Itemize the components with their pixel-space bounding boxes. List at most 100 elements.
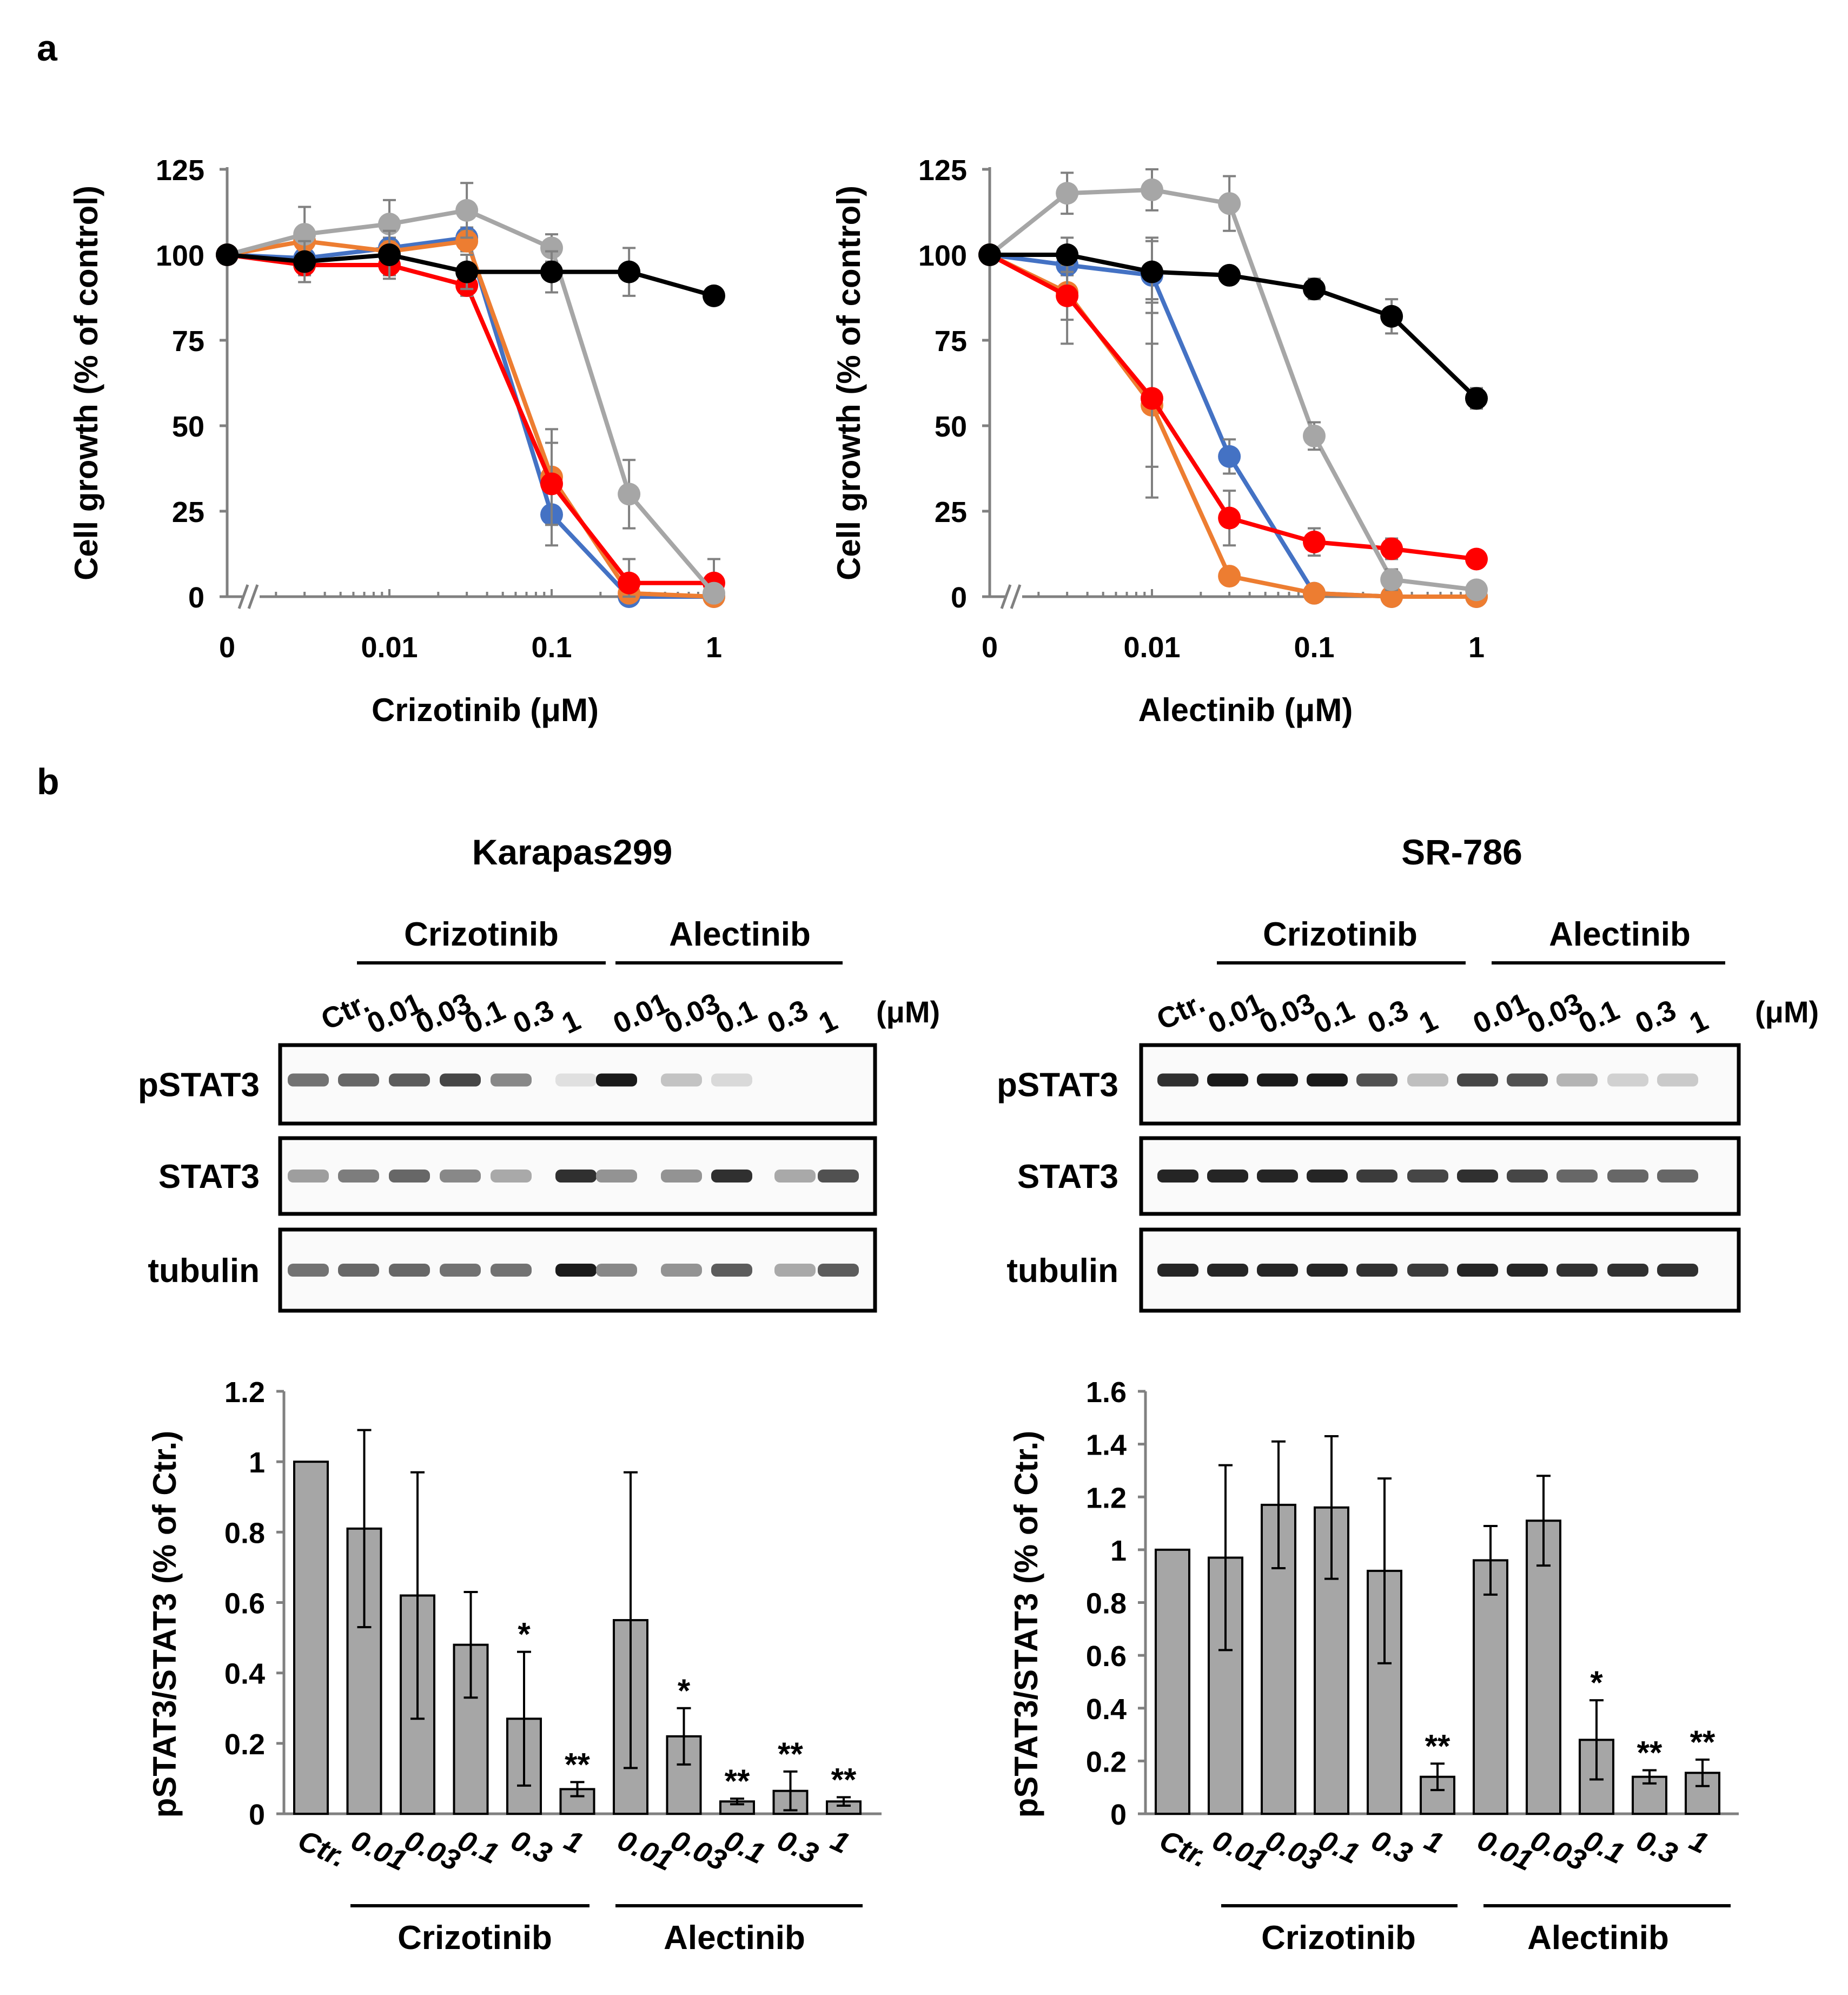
data-point-black [455,260,479,283]
data-point-gray [1303,424,1326,447]
data-point-black [540,260,563,283]
bar [1261,1503,1296,1815]
blot-band [1356,1073,1397,1087]
y-tick-label: 0.2 [224,1728,265,1761]
blot-band [1157,1264,1198,1277]
y-axis-title: Cell growth (% of control) [831,186,867,580]
data-point-black [1141,260,1163,283]
y-axis-title: Cell growth (% of control) [68,186,104,580]
x-axis-title: Alectinib (μM) [1138,692,1353,728]
y-tick-label: 0.2 [1086,1746,1127,1778]
y-tick-label: 25 [935,496,967,529]
y-tick-label: 0.4 [1086,1693,1127,1726]
y-tick-label: 0 [188,582,204,614]
blot-band [1507,1073,1548,1087]
blot-band [1307,1170,1348,1183]
data-point-gray [1056,182,1079,205]
blot-band [711,1264,752,1277]
blot-cell-line-title: SR-786 [1401,832,1522,872]
significance-marker: ** [1690,1724,1715,1760]
y-tick-label: 100 [156,240,204,272]
data-point-black [1380,305,1403,328]
y-tick-label: 0 [951,582,967,614]
blot-lane-label: 0.1 [711,994,761,1040]
y-tick-label: 75 [172,325,204,358]
blot-lane-label: 0.1 [1574,994,1624,1040]
data-point-black [293,250,316,273]
y-tick-label: 0.8 [1086,1588,1127,1620]
x-category-label: Ctr. [1155,1824,1213,1873]
significance-marker: * [1590,1664,1603,1701]
significance-marker: ** [725,1763,750,1799]
significance-marker: * [518,1616,531,1653]
data-point-black [618,260,641,283]
data-point-gray [618,483,641,506]
data-point-black [216,243,239,266]
y-tick-label: 0.6 [1086,1640,1127,1673]
blot-cell-line-title: Karapas299 [472,832,673,872]
y-tick-label: 25 [172,496,204,529]
blot-lane-label: 0.3 [1363,994,1413,1040]
data-point-orange [1218,565,1241,588]
y-tick-label: 0.6 [224,1588,265,1620]
blot-band [1207,1264,1248,1277]
blot-band [1457,1073,1498,1087]
blot-band [1407,1073,1448,1087]
blot-lane-label: 0.3 [763,994,813,1040]
blot-band [1257,1170,1298,1183]
blot-lane-label: 1 [1414,1004,1443,1040]
y-tick-label: 125 [156,154,204,187]
group-label: Alectinib [664,1919,805,1957]
blot-band [1307,1073,1348,1087]
data-point-red [540,472,563,496]
data-point-black [1465,387,1488,410]
blot-group-label: Crizotinib [404,916,559,953]
x-tick-label: 1 [706,631,722,664]
blot-band [711,1073,752,1087]
line-chart-alectinib: 0 25 50 75 100 125 0 0.01 0.1 1 Alectinib (μM) Cell… [831,154,1488,728]
x-category-label: 0.3 [1632,1824,1682,1870]
blot-band [1556,1264,1598,1277]
data-point-gray [703,582,725,605]
blot-band [1507,1264,1548,1277]
blot-band [596,1073,637,1087]
x-tick-label: 0.1 [531,631,572,664]
y-tick-label: 0 [249,1799,265,1831]
y-tick-label: 0.8 [224,1517,265,1549]
blot-band [338,1073,379,1087]
x-category-label: 1 [1420,1824,1448,1860]
x-tick-label: 0.1 [1294,631,1334,664]
blot-band [1356,1264,1397,1277]
x-tick-label: 0 [982,631,998,664]
blot-lane-label: 1 [1685,1004,1713,1040]
panel-label-a: a [37,28,58,69]
bar [1473,1559,1508,1815]
data-point-red [1465,547,1488,571]
x-category-label: 0.1 [453,1824,503,1870]
blot-band [1207,1073,1248,1087]
blot-lane-label: 1 [557,1004,586,1040]
data-point-gray [1218,192,1241,215]
blot-band [389,1264,430,1277]
blot-band [1457,1264,1498,1277]
blot-lane-label: 0.1 [1309,994,1359,1040]
x-category-label: 1 [559,1824,588,1860]
x-category-label: 0.3 [506,1824,557,1870]
blot-band [1657,1264,1698,1277]
blot-lane-label: Ctr. [1152,986,1210,1036]
x-category-label: 1 [1685,1824,1713,1860]
data-point-red [1303,530,1326,553]
significance-marker: ** [1637,1734,1662,1771]
blot-band [661,1170,702,1183]
x-category-label: Ctr. [293,1824,351,1873]
blot-band [288,1073,329,1087]
blot-band [338,1264,379,1277]
y-tick-label: 1 [249,1446,265,1479]
data-point-black [1303,278,1326,301]
blot-band [288,1170,329,1183]
blot-row-label: pSTAT3 [138,1067,260,1104]
blot-band [1356,1170,1397,1183]
data-point-gray [540,236,563,260]
x-tick-label: 1 [1468,631,1485,664]
blot-band [440,1264,481,1277]
